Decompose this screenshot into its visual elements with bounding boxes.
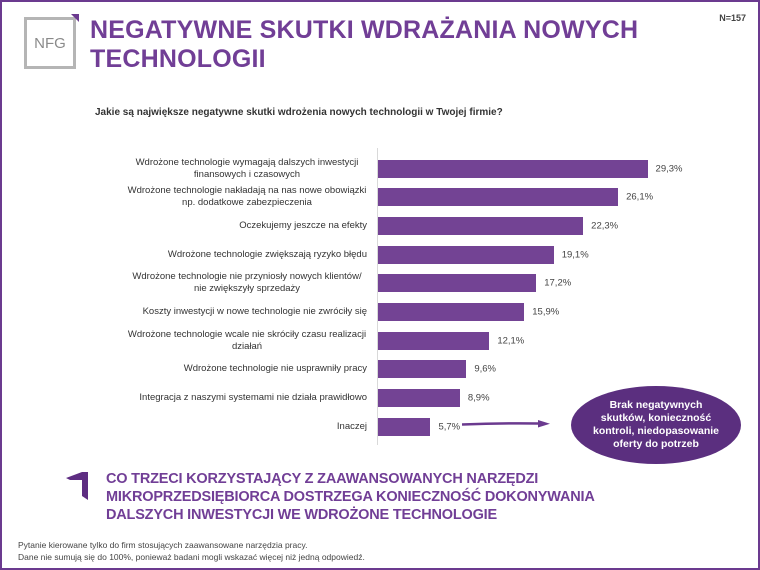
chart-row: Integracja z naszymi systemami nie dział… xyxy=(0,384,760,413)
chart-row: Wdrożone technologie nie przyniosły nowy… xyxy=(0,269,760,298)
bar-label: Wdrożone technologie nie usprawniły prac… xyxy=(183,363,367,375)
bar-value: 8,9% xyxy=(467,392,490,404)
chart-row: Inaczej 5,7% xyxy=(0,412,760,441)
bar-label: Wdrożone technologie wymagają dalszych i… xyxy=(135,156,359,180)
chart-row: Oczekujemy jeszcze na efekty 22,3% xyxy=(0,211,760,240)
bar-label: Wdrożone technologie zwiększają ryzyko b… xyxy=(167,248,367,260)
chart-row: Wdrożone technologie wcale nie skróciły … xyxy=(0,326,760,355)
corner-mark-icon xyxy=(66,472,88,500)
bar-value: 29,3% xyxy=(655,163,683,174)
bar-value: 19,1% xyxy=(561,249,589,261)
chart-row: Wdrożone technologie wymagają dalszych i… xyxy=(0,154,760,183)
bar-value: 22,3% xyxy=(591,220,619,232)
conclusion-text: CO TRZECI KORZYSTAJĄCY Z ZAAWANSOWANYCH … xyxy=(106,471,595,523)
bar-value: 15,9% xyxy=(532,306,560,318)
chart-row: Wdrożone technologie nie usprawniły prac… xyxy=(0,355,760,384)
bar-value: 12,1% xyxy=(497,335,525,347)
logo-corner-icon xyxy=(71,14,79,22)
footnotes: Pytanie kierowane tylko do firm stosując… xyxy=(18,539,365,563)
bar xyxy=(378,274,537,293)
bar-value: 9,6% xyxy=(474,363,496,375)
bar-value: 26,1% xyxy=(626,191,654,203)
chart-row: Wdrożone technologie nakładają na nas no… xyxy=(0,183,760,212)
bar-value: 5,7% xyxy=(438,421,461,433)
footnote-2: Dane nie sumują się do 100%, ponieważ ba… xyxy=(18,552,365,562)
callout-bubble: Brak negatywnych skutków, konieczność ko… xyxy=(571,386,741,464)
bar-label: Wdrożone technologie nie przyniosły nowy… xyxy=(132,271,362,295)
chart-question: Jakie są największe negatywne skutki wdr… xyxy=(95,107,503,118)
callout-text: Brak negatywnych skutków, konieczność ko… xyxy=(592,399,719,450)
logo-text: NFG xyxy=(34,35,66,52)
page-title: NEGATYWNE SKUTKI WDRAŻANIA NOWYCH TECHNO… xyxy=(90,16,639,73)
bar xyxy=(378,417,431,436)
bar xyxy=(378,159,648,178)
bar xyxy=(378,331,490,350)
sample-size: N=157 xyxy=(719,13,746,23)
bar xyxy=(378,188,619,207)
bar-label: Koszty inwestycji w nowe technologie nie… xyxy=(142,306,367,317)
chart-axis xyxy=(377,148,378,445)
arrow-icon xyxy=(462,420,550,428)
bar-label: Integracja z naszymi systemami nie dział… xyxy=(139,392,367,404)
bar-value: 17,2% xyxy=(544,277,572,289)
bar xyxy=(378,303,525,321)
chart-row: Wdrożone technologie zwiększają ryzyko b… xyxy=(0,240,760,269)
bar xyxy=(378,360,467,379)
footnote-1: Pytanie kierowane tylko do firm stosując… xyxy=(18,540,308,550)
bar xyxy=(378,216,584,235)
nfg-logo: NFG xyxy=(24,14,79,69)
bar-label: Wdrożone technologie wcale nie skróciły … xyxy=(127,328,367,352)
chart-row: Koszty inwestycji w nowe technologie nie… xyxy=(0,298,760,327)
bar-label: Wdrożone technologie nakładają na nas no… xyxy=(127,185,367,209)
bar xyxy=(378,389,460,408)
bar-label: Oczekujemy jeszcze na efekty xyxy=(239,219,367,231)
bar-label: Inaczej xyxy=(336,420,367,432)
bar xyxy=(378,245,554,264)
